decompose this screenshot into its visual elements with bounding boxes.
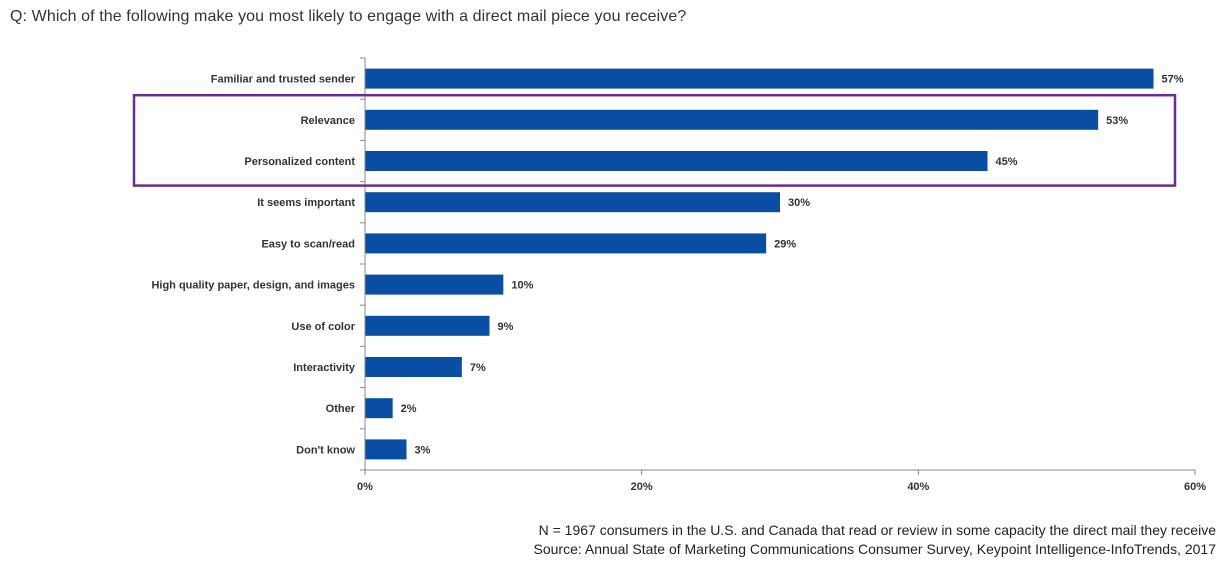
category-label-9: Don't know [296, 444, 355, 456]
highlight-group [132, 93, 1177, 187]
axes-group [360, 57, 1196, 475]
category-label-5: High quality paper, design, and images [151, 280, 355, 292]
x-tick-label-3: 60% [1184, 481, 1206, 493]
bar-0 [365, 68, 1154, 89]
x-tick-label-2: 40% [907, 481, 929, 493]
value-label-4: 29% [774, 238, 796, 250]
labels-group: Familiar and trusted sender 57% Relevance 5… [151, 74, 1206, 493]
bar-1 [365, 109, 1099, 130]
value-label-0: 57% [1162, 74, 1184, 86]
bar-6 [365, 315, 490, 336]
x-tick-label-0: 0% [357, 481, 373, 493]
category-label-8: Other [326, 403, 356, 415]
category-label-4: Easy to scan/read [261, 238, 355, 250]
category-label-0: Familiar and trusted sender [211, 74, 356, 86]
chart-question-title: Q: Which of the following make you most … [10, 8, 687, 25]
value-label-8: 2% [401, 403, 417, 415]
category-label-7: Interactivity [293, 362, 356, 374]
value-label-5: 10% [511, 280, 533, 292]
source-note: Source: Annual State of Marketing Commun… [533, 541, 1216, 557]
bar-9 [365, 439, 407, 460]
highlight-box [132, 93, 1177, 187]
category-label-3: It seems important [257, 197, 355, 209]
bar-8 [365, 398, 393, 419]
value-label-7: 7% [470, 362, 486, 374]
bar-5 [365, 274, 504, 295]
category-label-1: Relevance [301, 115, 355, 127]
value-label-9: 3% [415, 444, 431, 456]
bar-7 [365, 357, 462, 377]
value-label-2: 45% [996, 156, 1018, 168]
x-tick-label-1: 20% [631, 481, 653, 493]
bar-2 [365, 151, 988, 171]
bar-3 [365, 192, 780, 213]
value-label-3: 30% [788, 197, 810, 209]
sample-size-note: N = 1967 consumers in the U.S. and Canad… [538, 522, 1216, 538]
bars-group [365, 68, 1154, 460]
value-label-1: 53% [1106, 115, 1128, 127]
value-label-6: 9% [498, 321, 514, 333]
bar-4 [365, 233, 767, 254]
category-label-6: Use of color [291, 321, 355, 333]
category-label-2: Personalized content [244, 156, 355, 168]
